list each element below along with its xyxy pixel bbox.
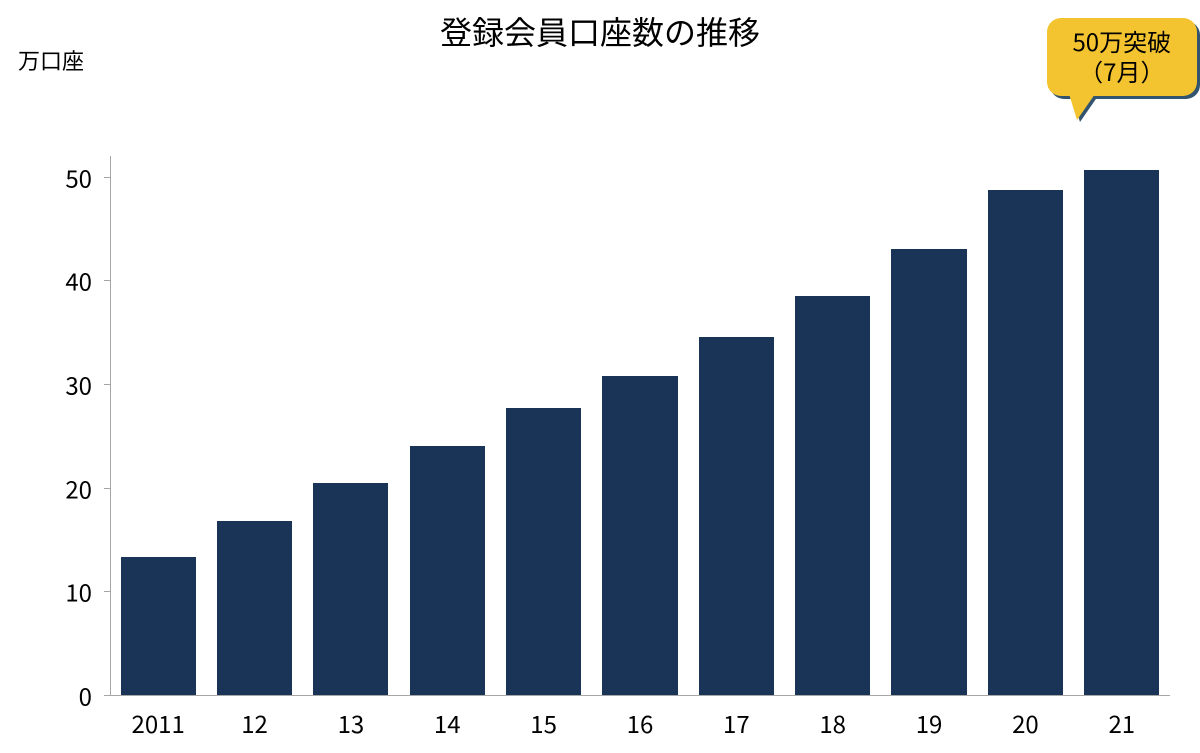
bar-wrap: 19 <box>881 125 977 695</box>
x-tick-label: 18 <box>819 695 846 740</box>
bar <box>121 557 196 695</box>
x-tick-label: 2011 <box>132 695 185 740</box>
bar-wrap: 2011 <box>110 125 206 695</box>
chart-root: 登録会員口座数の推移 万口座 201112131415161718192021 … <box>0 0 1200 753</box>
callout-line1: 50万突破 <box>1061 26 1183 56</box>
bar <box>410 446 485 695</box>
bar <box>699 337 774 695</box>
x-tick-label: 13 <box>338 695 365 740</box>
bar-wrap: 20 <box>977 125 1073 695</box>
x-tick-label: 17 <box>723 695 750 740</box>
chart-title: 登録会員口座数の推移 <box>0 8 1200 54</box>
bar-wrap: 21 <box>1074 125 1170 695</box>
x-tick-label: 20 <box>1012 695 1039 740</box>
bar-wrap: 13 <box>303 125 399 695</box>
bars-container: 201112131415161718192021 <box>110 125 1170 695</box>
bar <box>313 483 388 695</box>
x-tick-label: 12 <box>241 695 268 740</box>
bar <box>795 296 870 695</box>
y-tick-mark <box>104 177 110 178</box>
y-tick-mark <box>104 591 110 592</box>
y-tick-mark <box>104 280 110 281</box>
x-tick-label: 19 <box>916 695 943 740</box>
bar-wrap: 16 <box>592 125 688 695</box>
y-tick-mark <box>104 695 110 696</box>
bar <box>988 190 1063 695</box>
y-axis-unit-label: 万口座 <box>18 44 84 76</box>
bar-wrap: 17 <box>688 125 784 695</box>
y-tick-mark <box>104 384 110 385</box>
bar <box>217 521 292 695</box>
plot-area: 201112131415161718192021 01020304050 <box>110 125 1170 695</box>
bar-wrap: 15 <box>495 125 591 695</box>
x-tick-label: 15 <box>530 695 557 740</box>
callout-line2: （7月） <box>1061 56 1183 86</box>
bar <box>1084 170 1159 695</box>
x-tick-label: 21 <box>1108 695 1135 740</box>
y-tick-mark <box>104 488 110 489</box>
x-tick-label: 16 <box>627 695 654 740</box>
bar-wrap: 18 <box>785 125 881 695</box>
bar-wrap: 14 <box>399 125 495 695</box>
callout-bubble: 50万突破（7月） <box>1047 18 1197 96</box>
bar <box>506 408 581 695</box>
callout-tail <box>1069 94 1095 120</box>
x-tick-label: 14 <box>434 695 461 740</box>
bar <box>602 376 677 695</box>
bar <box>891 249 966 695</box>
bar-wrap: 12 <box>206 125 302 695</box>
